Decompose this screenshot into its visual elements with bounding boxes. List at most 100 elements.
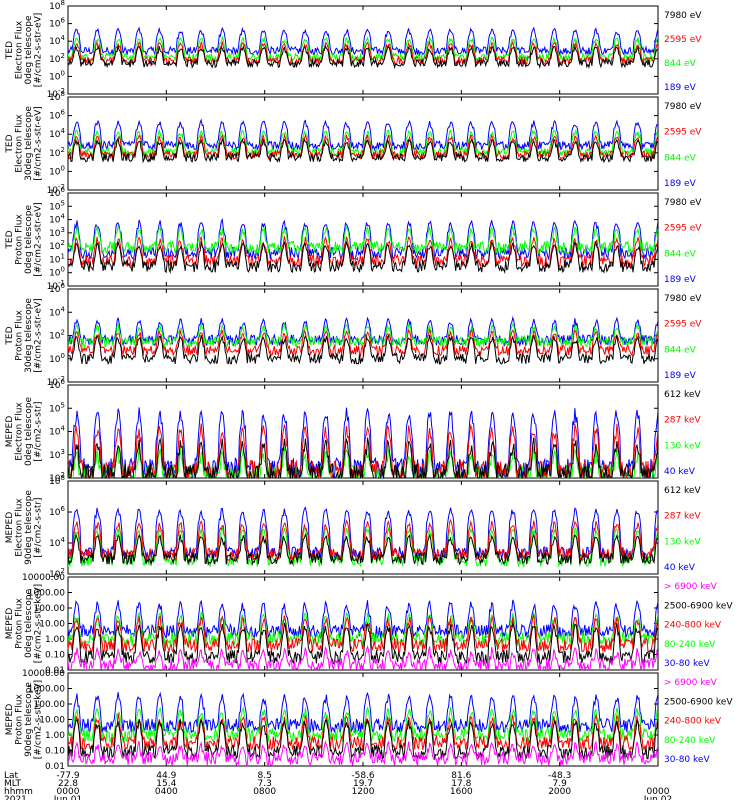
y-axis-label-line: [#/cm2-s-str] (34, 497, 44, 557)
y-tick-label: 106 (49, 378, 65, 391)
legend-entry: 7980 eV (664, 102, 702, 112)
series-line-2 (68, 518, 658, 563)
legend-entry: 2500-6900 keV (664, 601, 733, 611)
series-line-4 (68, 26, 658, 57)
legend-entry: 844 eV (664, 153, 697, 163)
y-axis-label-line: Electron Flux (15, 20, 25, 79)
y-axis-label-line: [#/cm2-s-str-keV] (34, 584, 44, 663)
series-line-1 (68, 44, 658, 70)
series-line-1 (68, 334, 658, 366)
y-axis-label-line: Proton Flux (15, 694, 25, 745)
y-axis-label-line: 0deg telescope (24, 205, 34, 275)
legend-entry: 30-80 keV (664, 659, 710, 669)
x-axis-mlt-label: 19.7 (353, 779, 373, 789)
y-axis-label-line: Proton Flux (15, 310, 25, 361)
panel-4: 10-2 100 102 104 106 TED Proton Flux 30deg tele… (5, 282, 702, 388)
x-axis-row-label: 2021 (4, 795, 27, 800)
y-tick-label: 10000.00 (22, 669, 65, 679)
y-tick-label: 1000.00 (28, 589, 65, 599)
y-tick-label: 100.00 (34, 604, 66, 614)
y-tick-label: 1.00 (45, 635, 65, 645)
y-axis-label-line: TED (5, 326, 15, 345)
plot-frame (67, 576, 659, 671)
x-axis-mlt-label: 7.3 (258, 779, 272, 789)
y-tick-label: 103 (49, 226, 65, 239)
series-line-4 (68, 217, 658, 261)
legend-entry: 844 eV (664, 249, 697, 259)
x-axis-mlt-label: 22.8 (58, 779, 78, 789)
y-tick-label: 102 (49, 52, 65, 65)
y-tick-label: 108 (49, 0, 65, 12)
y-axis-label-line: 30deg telescope (24, 106, 34, 181)
legend-entry: 40 keV (664, 467, 696, 477)
y-tick-label: 100.00 (34, 700, 66, 710)
legend-entry: 844 eV (664, 345, 697, 355)
x-axis-lat-label: -58.6 (351, 771, 375, 781)
series-line-3 (68, 128, 658, 158)
series-line-1 (68, 644, 658, 670)
legend-entry: 2595 eV (664, 224, 702, 234)
x-axis-lat-label: 81.6 (451, 771, 471, 781)
y-tick-label: 102 (49, 329, 65, 342)
series-line-1 (68, 437, 658, 478)
y-axis-label-line: Electron Flux (15, 402, 25, 461)
y-axis-label-line: [#/cm2-s-str-eV] (34, 13, 44, 88)
series-line-4 (68, 315, 658, 348)
y-tick-label: 10000.00 (22, 573, 65, 583)
y-tick-label: 105 (49, 199, 65, 212)
x-axis-date-label: Jun 01 (53, 795, 82, 800)
y-axis-label-line: MEPED (5, 704, 15, 736)
y-axis-label-line: 90deg telescope (24, 490, 34, 565)
series-group (68, 118, 658, 164)
series-group (68, 26, 658, 70)
legend-entry: 189 eV (664, 83, 697, 93)
x-axis-hhmm-label: 0800 (253, 787, 276, 797)
y-tick-label: 108 (49, 90, 65, 103)
legend-entry: > 6900 keV (664, 678, 718, 688)
y-axis-label-line: 0deg telescope (24, 397, 34, 467)
legend-entry: 2595 eV (664, 35, 702, 45)
panel-7: 0.01 0.10 1.00 10.00 100.00 1000.00 10000.00 ME… (5, 573, 733, 676)
y-tick-label: 0.01 (45, 666, 65, 676)
y-axis-label-line: 0deg telescope (24, 589, 34, 659)
y-tick-label: 102 (49, 146, 65, 159)
y-axis-label-line: Electron Flux (15, 498, 25, 557)
y-tick-label: 10-2 (47, 87, 65, 100)
y-tick-label: 102 (49, 567, 65, 580)
legend-entry: 2595 eV (664, 128, 702, 138)
legend-entry: 30-80 keV (664, 755, 710, 765)
legend-entry: 189 eV (664, 275, 697, 285)
y-axis-label-line: Electron Flux (15, 114, 25, 173)
y-tick-label: 10-2 (47, 183, 65, 196)
x-axis-hhmm-label: 1600 (450, 787, 473, 797)
series-group (68, 599, 658, 670)
y-tick-label: 106 (49, 505, 65, 518)
y-axis-label-line: [#/cm2-s-str] (34, 401, 44, 461)
y-tick-label: 104 (49, 34, 65, 47)
y-tick-label: 104 (49, 536, 65, 549)
y-axis-label-line: MEPED (5, 608, 15, 640)
y-tick-label: 106 (49, 17, 65, 30)
series-line-3 (68, 224, 658, 255)
legend-entry: 130 keV (664, 537, 701, 547)
legend-entry: 2595 eV (664, 320, 702, 330)
x-axis-date-label: Jun 02 (643, 795, 672, 800)
series-line-3 (68, 35, 658, 64)
y-tick-label: 104 (49, 213, 65, 226)
y-tick-label: 103 (49, 448, 65, 461)
panel-8: 0.01 0.10 1.00 10.00 100.00 1000.00 10000.00 ME… (5, 669, 733, 772)
x-axis-hhmm-label: 1200 (352, 787, 375, 797)
series-line-5 (68, 599, 658, 640)
x-axis-row-label: Lat (4, 771, 19, 781)
y-axis-label-line: TED (5, 134, 15, 153)
x-axis-lat-label: -77.9 (56, 771, 80, 781)
y-axis-label-line: Proton Flux (15, 214, 25, 265)
series-line-1 (68, 740, 658, 766)
legend-entry: 130 keV (664, 441, 701, 451)
series-line-2 (68, 235, 658, 269)
y-tick-label: 1000.00 (28, 685, 65, 695)
y-tick-label: 100 (49, 164, 65, 177)
y-axis-label-line: MEPED (5, 512, 15, 544)
y-tick-label: 0.10 (45, 651, 65, 661)
